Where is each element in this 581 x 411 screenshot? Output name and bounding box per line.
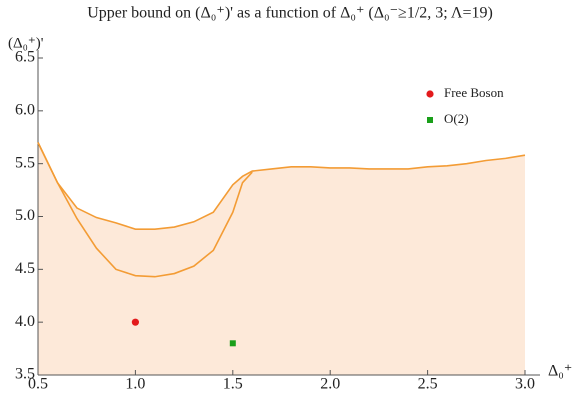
x-tick-label: 0.5 xyxy=(28,376,48,393)
y-tick-label: 5.0 xyxy=(15,207,35,224)
legend-marker xyxy=(426,90,434,98)
x-tick-label: 2.0 xyxy=(320,376,340,393)
x-axis-label: Δ₀⁺ xyxy=(548,363,572,380)
y-tick-label: 3.5 xyxy=(15,366,35,383)
curve xyxy=(37,142,253,278)
y-tick-label: 6.5 xyxy=(15,49,35,66)
x-tick-label: 1.5 xyxy=(223,376,243,393)
legend-label: Free Boson xyxy=(444,85,504,100)
y-tick-label: 6.0 xyxy=(15,102,35,119)
x-tick-label: 3.0 xyxy=(515,376,535,393)
y-axis-label: (Δ₀⁺)' xyxy=(8,35,44,51)
y-tick-label: 5.5 xyxy=(15,154,35,171)
point xyxy=(229,340,236,347)
area xyxy=(38,142,525,375)
y-tick-label: 4.0 xyxy=(15,313,35,330)
x-tick-label: 2.5 xyxy=(418,376,438,393)
point xyxy=(131,318,139,326)
x-tick-label: 1.0 xyxy=(125,376,145,393)
legend-marker xyxy=(427,117,433,123)
y-tick-label: 4.5 xyxy=(15,260,35,277)
legend-label: O(2) xyxy=(444,111,469,126)
curve xyxy=(37,142,526,230)
chart-title: Upper bound on (Δ₀⁺)' as a function of Δ… xyxy=(87,5,493,22)
